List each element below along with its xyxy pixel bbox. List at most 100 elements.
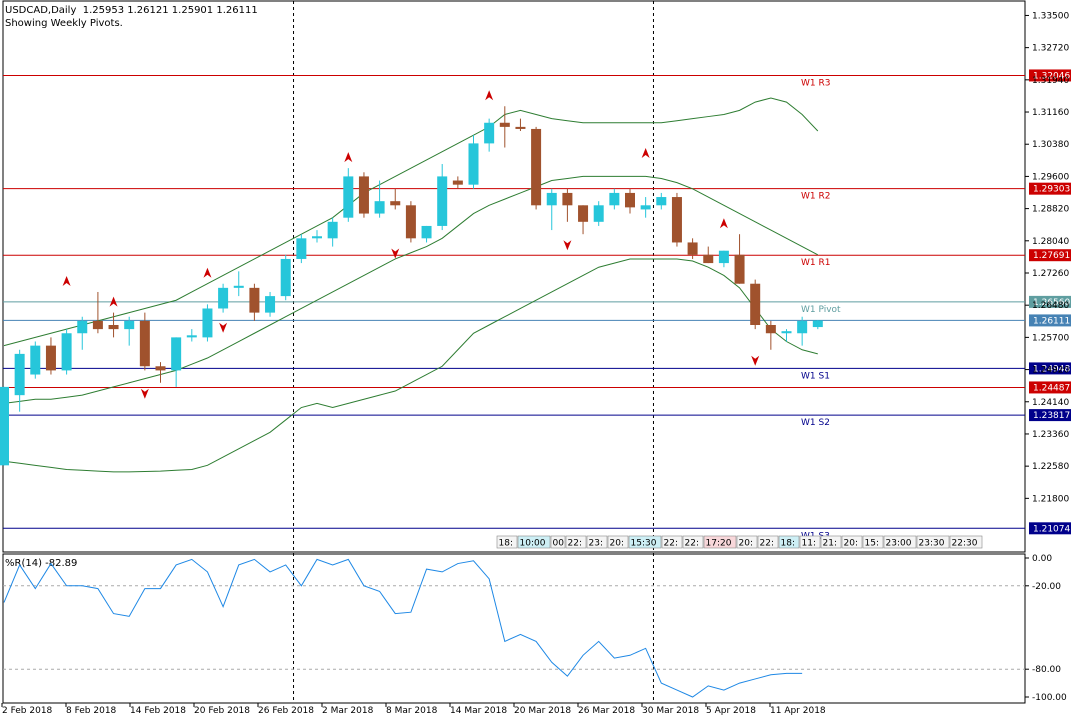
candle-body-46: [718, 250, 729, 264]
price-tick-label-7: 1.28040: [1032, 237, 1069, 247]
price-tick-label-9: 1.26480: [1032, 301, 1069, 311]
session-box-0: [496, 535, 518, 549]
session-box-12: [778, 535, 800, 549]
candle-body-20: [312, 236, 322, 239]
pivot-price-tag-7: [1029, 522, 1071, 535]
candle-5: [77, 316, 88, 350]
session-box-3: [565, 535, 587, 549]
candle-23: [358, 172, 369, 218]
candle-1: [14, 349, 25, 412]
pivot-price-label-7: 1.21074: [1033, 524, 1070, 534]
candle-body-22: [343, 176, 354, 218]
symbol-label: USDCAD,Daily: [5, 5, 77, 16]
pivot-price-tag-6: [1029, 409, 1071, 422]
candle-body-47: [734, 254, 745, 284]
session-box-10: [736, 535, 758, 549]
separators: [293, 1, 654, 703]
candle-0: [0, 386, 9, 466]
candle-body-23: [358, 176, 369, 214]
candle-51: [797, 316, 808, 346]
pivot-subtitle: Showing Weekly Pivots.: [5, 18, 123, 29]
candle-body-34: [531, 128, 542, 206]
up-fractal-0: [62, 275, 71, 286]
session-box-4: [586, 535, 608, 549]
wpr-tick-label-1: -20.00: [1032, 582, 1061, 592]
down-fractal-2: [391, 248, 400, 259]
candle-15: [233, 271, 244, 297]
price-tick-label-8: 1.27260: [1032, 269, 1069, 279]
session-box-8: [682, 535, 704, 549]
candle-body-48: [750, 283, 761, 325]
candle-body-36: [562, 192, 573, 206]
pivot-name-6: W1 S2: [801, 418, 830, 428]
pivot-name-1: W1 R2: [801, 192, 830, 202]
time-tick-label-0: 2 Feb 2018: [2, 706, 53, 716]
candle-body-8: [124, 320, 135, 330]
pivot-name-4: W1 S1: [801, 371, 830, 381]
current-price-label: 1.26111: [1033, 316, 1070, 326]
session-label-13: 11:: [802, 539, 816, 549]
pivot-price-tag-2: [1029, 249, 1071, 262]
pivot-name-2: W1 R1: [801, 258, 830, 268]
candle-body-9: [139, 320, 150, 367]
session-label-11: 22:: [760, 539, 774, 549]
session-box-17: [883, 535, 917, 549]
down-fractal-3: [563, 240, 572, 251]
candle-body-19: [296, 238, 307, 259]
session-label-4: 23:: [589, 539, 603, 549]
session-box-19: [949, 535, 983, 549]
wpr-panel-frame: [2, 553, 1026, 704]
candle-45: [703, 246, 714, 264]
candle-body-52: [812, 320, 823, 328]
candle-34: [531, 126, 542, 210]
candles: [0, 106, 823, 466]
wpr-tick-label-0: 0.00: [1032, 554, 1052, 564]
candle-17: [265, 291, 276, 317]
price-tick-label-2: 1.31940: [1032, 76, 1069, 86]
down-fractal-4: [751, 355, 760, 366]
time-tick-label-5: 2 Mar 2018: [322, 706, 374, 716]
time-tick-label-3: 20 Feb 2018: [194, 706, 250, 716]
session-label-7: 22:: [664, 539, 678, 549]
time-tick-label-9: 26 Mar 2018: [578, 706, 635, 716]
wpr-tick-label-3: -100.00: [1032, 693, 1067, 703]
candle-30: [468, 135, 479, 189]
candle-19: [296, 234, 307, 264]
pivot-price-tag-0: [1029, 69, 1071, 82]
up-fractal-1: [109, 296, 118, 307]
candle-7: [108, 312, 119, 338]
candle-22: [343, 168, 354, 222]
session-label-18: 23:30: [919, 539, 945, 549]
candle-body-1: [14, 353, 25, 396]
pivot-price-label-0: 1.32046: [1033, 71, 1070, 81]
candle-body-6: [92, 320, 103, 330]
candle-body-11: [171, 337, 182, 371]
time-axis: 2 Feb 2018 8 Feb 2018 14 Feb 2018 20 Feb 20…: [1, 703, 826, 716]
session-label-15: 20:: [844, 539, 858, 549]
candle-35: [546, 188, 557, 231]
time-tick-label-10: 30 Mar 2018: [642, 706, 699, 716]
current-price-tag: [1029, 314, 1071, 327]
candle-body-27: [421, 225, 432, 239]
session-label-1: 10:00: [520, 539, 546, 549]
candle-body-2: [30, 345, 41, 375]
candle-21: [327, 217, 338, 247]
time-tick-label-2: 14 Feb 2018: [130, 706, 186, 716]
candle-37: [578, 205, 589, 235]
candle-13: [202, 304, 213, 342]
up-fractal-3: [344, 152, 353, 163]
session-label-17: 23:00: [886, 539, 912, 549]
candle-body-45: [703, 254, 714, 264]
candle-31: [484, 118, 495, 152]
chart-header: USDCAD,Daily 1.25953 1.26121 1.25901 1.2…: [5, 4, 258, 30]
price-tick-label-14: 1.22580: [1032, 462, 1069, 472]
session-box-9: [703, 535, 737, 549]
session-label-10: 20:: [739, 539, 753, 549]
pivot-price-label-5: 1.24487: [1033, 383, 1070, 393]
session-box-5: [607, 535, 629, 549]
session-box-1: [517, 535, 551, 549]
up-fractal-2: [203, 267, 212, 278]
wpr-tick-label-2: -80.00: [1032, 665, 1061, 675]
session-box-7: [661, 535, 683, 549]
